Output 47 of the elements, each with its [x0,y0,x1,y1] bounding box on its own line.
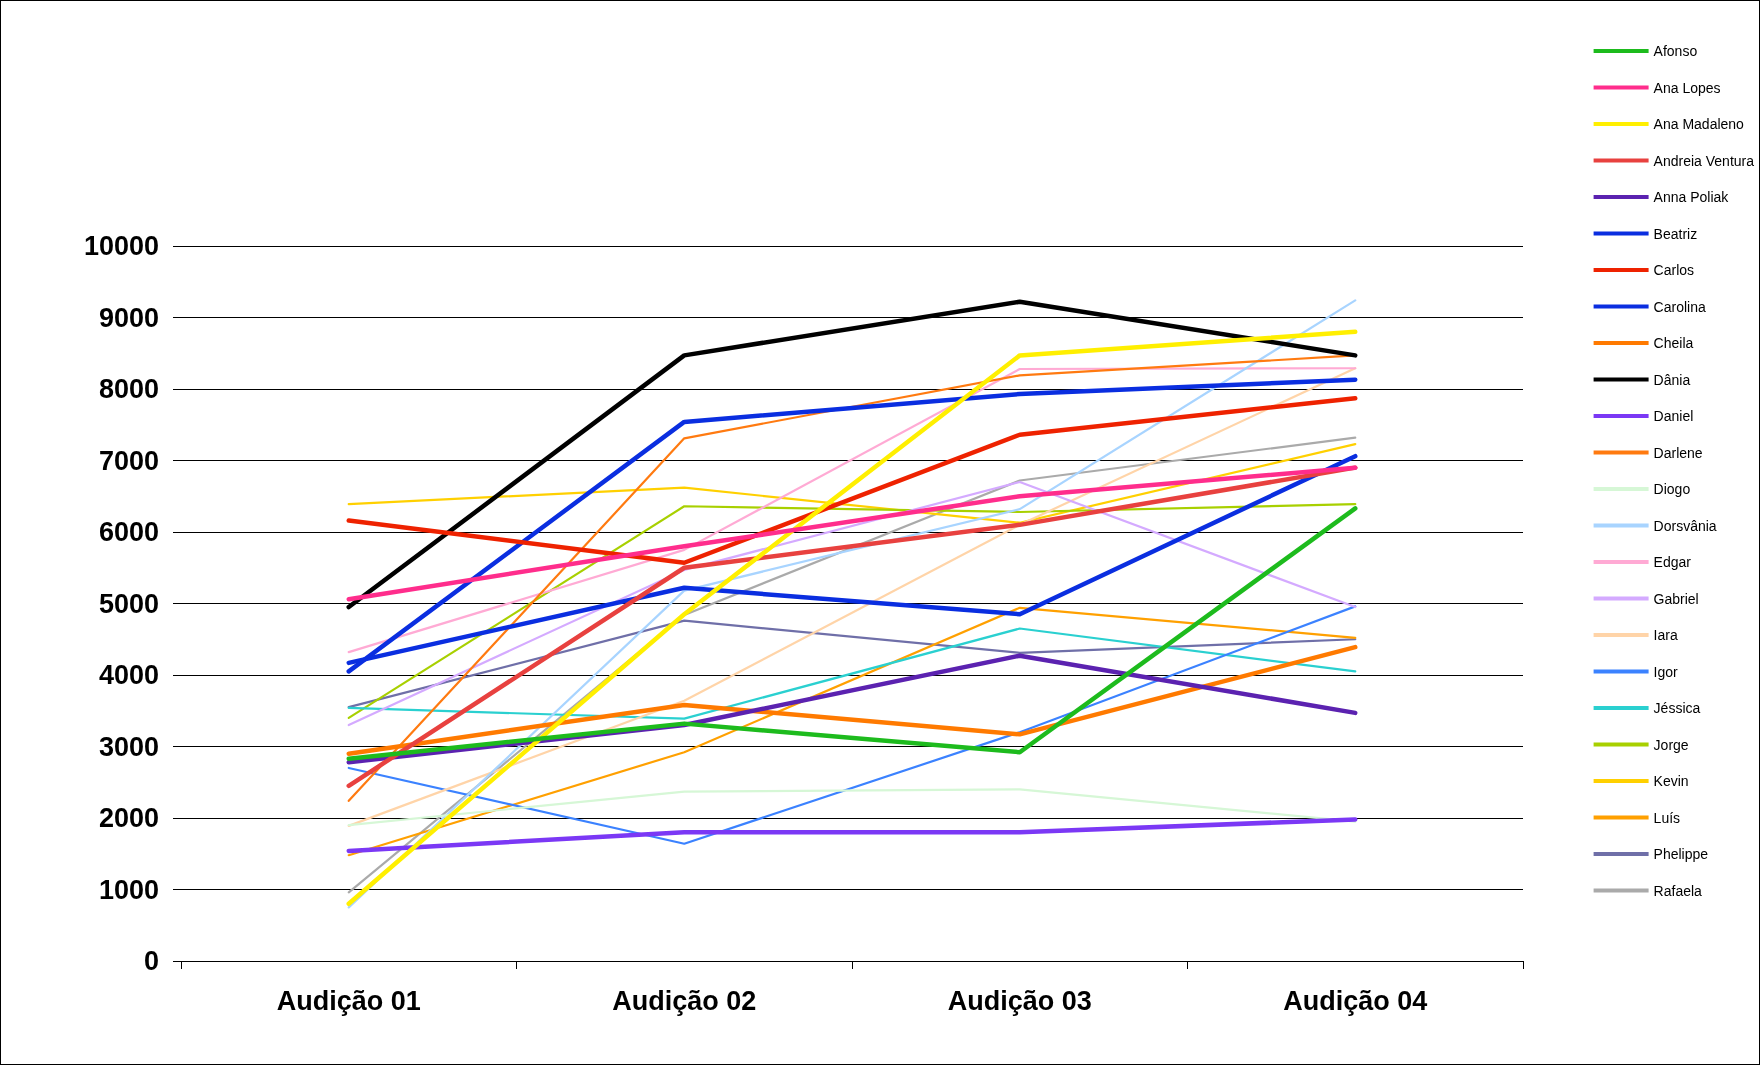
line-series [347,788,1357,827]
legend-label: Jéssica [1653,700,1701,716]
line-series [347,442,1357,524]
line-series [347,627,1357,720]
line-series [346,506,1358,761]
legend-label: Carolina [1653,298,1706,315]
y-tick-label: 10000 [83,231,159,261]
x-tick-label: Audição 03 [947,985,1092,1016]
x-tick-label: Audição 02 [612,985,757,1016]
legend-label: Dorsvânia [1653,517,1717,534]
legend-label: Phelippe [1653,846,1709,862]
y-tick-label: 3000 [98,731,159,762]
legend-label: Darlene [1653,444,1703,461]
y-tick-label: 7000 [98,445,159,476]
x-tick-label: Audição 01 [276,985,421,1016]
legend-label: Diogo [1653,481,1691,497]
legend-label: Carlos [1653,262,1695,278]
legend-label: Ana Lopes [1653,79,1721,96]
legend-label: Beatriz [1653,225,1698,242]
legend-label: Daniel [1653,408,1694,424]
legend-label: Jorge [1653,736,1689,753]
y-tick-label: 4000 [98,660,159,690]
line-series [347,436,1357,894]
legend-label: Cheila [1653,335,1694,351]
y-tick-label: 2000 [98,803,159,833]
legend-label: Rafaela [1653,882,1703,899]
legend-label: Anna Poliak [1653,189,1730,205]
y-tick-label: 9000 [98,302,159,333]
x-tick-label: Audição 04 [1283,985,1428,1016]
legend-label: Igor [1653,663,1679,680]
y-tick-label: 5000 [98,588,159,619]
y-tick-label: 1000 [98,874,159,905]
legend-label: Dânia [1653,371,1691,388]
legend-label: Ana Madaleno [1653,116,1745,132]
y-tick-label: 0 [143,946,159,976]
y-tick-label: 6000 [98,517,159,547]
legend-label: Kevin [1653,773,1689,789]
y-tick-label: 8000 [98,374,159,404]
legend-label: Afonso [1653,43,1698,59]
legend-label: Iara [1653,627,1678,643]
legend-label: Andreia Ventura [1653,152,1755,169]
legend-label: Luís [1653,809,1681,826]
legend-label: Edgar [1653,554,1692,570]
line-series [346,396,1358,565]
legend-label: Gabriel [1653,590,1699,607]
line-series [346,465,1358,602]
line-series [347,619,1357,709]
